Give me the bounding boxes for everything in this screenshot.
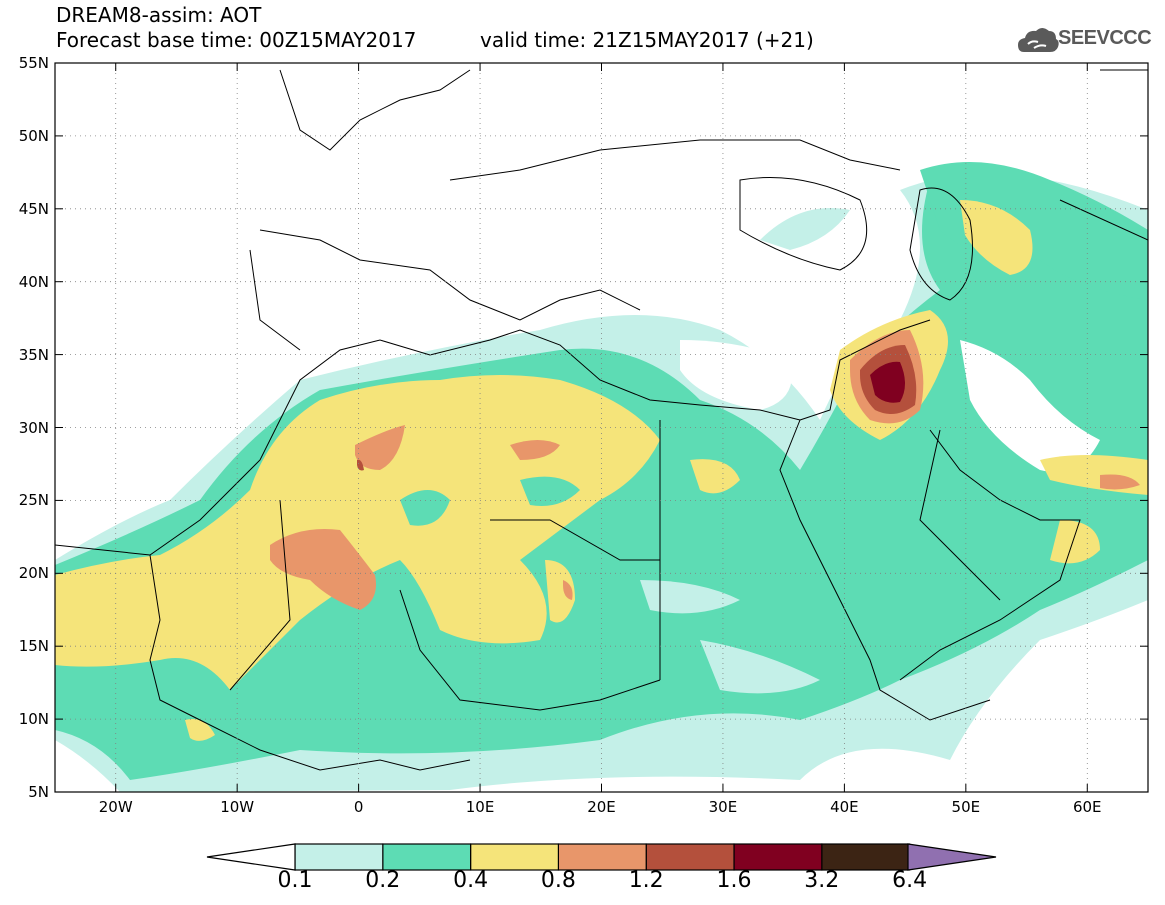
lat-label-55N: 55N: [18, 54, 49, 72]
lat-label-50N: 50N: [18, 126, 49, 145]
title-line-2: Forecast base time: 00Z15MAY2017: [56, 28, 417, 52]
aot-band-0.8: [270, 529, 376, 610]
colorbar-label: 6.4: [892, 868, 928, 893]
colorbar-over-arrow: [907, 843, 997, 871]
lat-label-35N: 35N: [18, 345, 49, 364]
colorbar: [206, 843, 997, 871]
title-line-1: DREAM8-assim: AOT: [56, 3, 262, 27]
lat-label-15N: 15N: [18, 637, 49, 656]
lat-label-25N: 25N: [18, 491, 49, 510]
colorbar-swatch: [645, 843, 735, 871]
colorbar-swatch: [821, 843, 911, 871]
lon-label-50E: 50E: [951, 798, 981, 816]
lat-label-45N: 45N: [18, 199, 49, 218]
colorbar-label: 0.2: [365, 868, 401, 893]
colorbar-label: 0.1: [277, 868, 313, 893]
logo-text: SEEVCCC: [1058, 27, 1152, 49]
colorbar-label: 1.2: [628, 868, 664, 893]
lon-label-30E: 30E: [708, 798, 738, 816]
lon-label-20E: 20E: [587, 798, 616, 816]
lat-label-5N: 5N: [28, 783, 49, 801]
lon-label-10W: 10W: [220, 798, 255, 816]
colorbar-swatch: [557, 843, 647, 871]
lat-label-40N: 40N: [18, 272, 49, 291]
colorbar-swatch: [733, 843, 823, 871]
colorbar-under-arrow: [206, 843, 296, 871]
cloud-icon: [1018, 28, 1059, 52]
lon-label-40E: 40E: [830, 798, 859, 816]
aot-band-0.4: [55, 375, 660, 690]
coastlines: [55, 69, 1148, 771]
lat-label-30N: 30N: [18, 418, 49, 437]
lon-label-20W: 20W: [98, 798, 133, 816]
lat-label-10N: 10N: [18, 710, 49, 729]
colorbar-swatch: [470, 843, 560, 871]
graticule: [55, 63, 1148, 792]
axis-ticks: [55, 62, 1148, 793]
lon-label-60E: 60E: [1072, 798, 1102, 816]
colorbar-label: 0.4: [453, 868, 489, 893]
colorbar-label: 1.6: [716, 868, 752, 893]
lat-label-20N: 20N: [18, 564, 49, 583]
valid-time: valid time: 21Z15MAY2017 (+21): [480, 28, 814, 52]
lon-label-0: 0: [353, 798, 364, 816]
colorbar-label: 3.2: [804, 868, 840, 893]
colorbar-swatch: [382, 843, 472, 871]
aot-band-1.6: [870, 361, 905, 403]
lon-label-10E: 10E: [465, 798, 495, 816]
colorbar-label: 0.8: [540, 868, 576, 893]
colorbar-swatch: [294, 843, 384, 871]
